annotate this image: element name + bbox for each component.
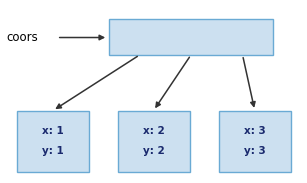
- Text: x: 1: x: 1: [42, 126, 64, 136]
- Text: coors: coors: [6, 31, 38, 44]
- FancyBboxPatch shape: [219, 111, 291, 172]
- FancyBboxPatch shape: [109, 19, 273, 55]
- Text: x: 2: x: 2: [143, 126, 165, 136]
- Text: y: 2: y: 2: [143, 146, 165, 156]
- Text: x: 3: x: 3: [244, 126, 266, 136]
- Text: y: 1: y: 1: [42, 146, 64, 156]
- Text: y: 3: y: 3: [244, 146, 266, 156]
- FancyBboxPatch shape: [17, 111, 89, 172]
- FancyBboxPatch shape: [118, 111, 190, 172]
